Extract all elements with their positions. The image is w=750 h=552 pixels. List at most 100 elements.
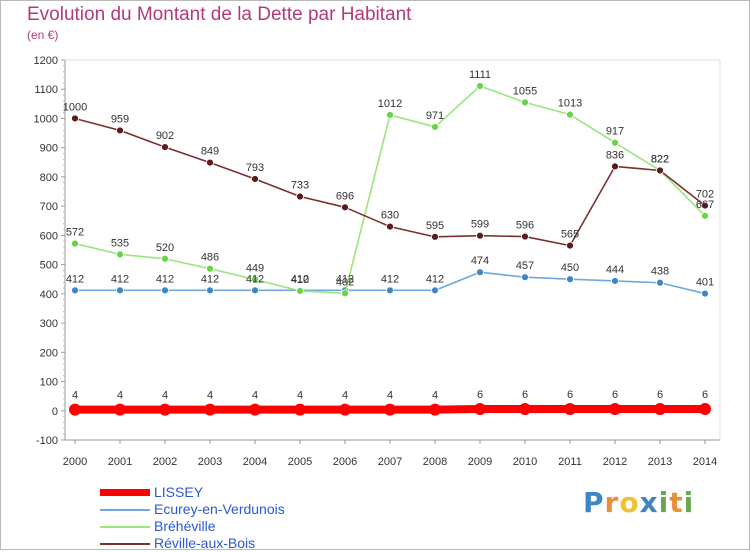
series-3-point (296, 192, 304, 201)
series-2-data-label: 572 (66, 227, 84, 239)
series-3-data-label: 793 (246, 162, 264, 174)
series-3-data-label: 733 (291, 180, 309, 192)
series-2-point (521, 98, 529, 107)
series-2-point (611, 138, 619, 147)
x-tick-label: 2012 (603, 456, 627, 468)
y-tick-label: 400 (40, 289, 58, 301)
series-1-data-label: 444 (606, 264, 624, 276)
series-1-data-label: 412 (426, 273, 444, 285)
series-3-point (701, 201, 709, 210)
x-tick-label: 2007 (378, 456, 402, 468)
series-0-data-label: 4 (387, 390, 393, 402)
series-1-data-label: 412 (336, 273, 354, 285)
series-3-point (116, 126, 124, 135)
legend-label-reville: Réville-aux-Bois (154, 535, 256, 551)
series-3-data-label: 702 (696, 189, 714, 201)
series-2-data-label: 971 (426, 110, 444, 122)
series-3-point (431, 232, 439, 241)
series-2-point (476, 82, 484, 90)
series-3-point (386, 222, 394, 231)
series-3-data-label: 696 (336, 190, 354, 202)
series-1-point (566, 275, 574, 284)
x-tick-label: 2011 (558, 456, 582, 468)
logo-letter: o (619, 486, 640, 519)
series-1-point (701, 289, 709, 298)
series-0-point (204, 403, 216, 416)
series-3-point (206, 158, 214, 167)
series-1-point (71, 286, 79, 295)
series-0-data-label: 6 (657, 389, 663, 401)
series-0-point (474, 403, 486, 416)
series-0-point (114, 403, 126, 416)
y-tick-label: 100 (40, 377, 58, 389)
series-2-data-label: 486 (201, 252, 219, 264)
series-0-point (249, 403, 261, 416)
series-2-point (206, 264, 214, 273)
proxiti-logo: Proxiti (583, 486, 694, 519)
series-0-data-label: 4 (72, 390, 78, 402)
series-2-data-label: 535 (111, 237, 129, 249)
series-0-data-label: 6 (477, 389, 483, 401)
series-1-data-label: 457 (516, 260, 534, 272)
legend-swatch-reville (100, 543, 150, 545)
series-0-point (384, 403, 396, 416)
series-2-data-label: 410 (291, 274, 309, 286)
series-3-point (656, 166, 664, 175)
x-tick-label: 2005 (288, 456, 312, 468)
series-3-point (251, 175, 259, 183)
x-tick-label: 2014 (693, 456, 717, 468)
series-1-point (161, 286, 169, 295)
legend-swatch-ecurey (100, 509, 150, 511)
legend-swatch-breheville (100, 526, 150, 528)
x-tick-label: 2003 (198, 456, 222, 468)
series-1-data-label: 412 (381, 273, 399, 285)
y-tick-label: 1000 (34, 113, 58, 125)
series-1-point (431, 286, 439, 295)
series-2-point (341, 289, 349, 298)
series-0-data-label: 4 (432, 390, 438, 402)
series-3-data-label: 630 (381, 210, 399, 222)
series-2-data-label: 449 (246, 263, 264, 275)
y-tick-label: 300 (40, 318, 58, 330)
series-2-point (71, 239, 79, 248)
logo-letter: x (639, 486, 659, 519)
series-1-data-label: 412 (111, 273, 129, 285)
series-0-data-label: 6 (567, 389, 573, 401)
series-0-data-label: 6 (702, 389, 708, 401)
series-1-data-label: 412 (201, 273, 219, 285)
y-tick-label: 700 (40, 201, 58, 213)
y-tick-label: 1100 (34, 84, 58, 96)
x-tick-label: 2002 (153, 456, 177, 468)
series-0-point (429, 403, 441, 416)
series-2-point (161, 254, 169, 263)
series-1-point (611, 277, 619, 285)
series-3-point (341, 203, 349, 212)
chart-subtitle: (en €) (27, 28, 59, 42)
series-2-data-label: 667 (696, 199, 714, 211)
series-3-data-label: 836 (606, 149, 624, 161)
series-1-data-label: 450 (561, 262, 579, 274)
series-0-point (519, 403, 531, 416)
series-3-data-label: 1000 (63, 101, 87, 113)
series-3-data-label: 959 (111, 113, 129, 125)
series-1-data-label: 412 (156, 273, 174, 285)
series-1-data-label: 412 (66, 273, 84, 285)
series-2-point (701, 211, 709, 220)
y-tick-label: 1200 (34, 55, 58, 67)
series-3-data-label: 596 (516, 220, 534, 232)
series-2-data-label: 1111 (469, 69, 491, 81)
series-2-point (566, 110, 574, 119)
series-2-data-label: 917 (606, 126, 624, 138)
series-2-point (116, 250, 124, 259)
series-0-data-label: 4 (162, 390, 168, 402)
y-tick-label: 800 (40, 172, 58, 184)
logo-letter: i (683, 486, 695, 519)
series-0-point (564, 403, 576, 416)
legend-label-breheville: Bréhéville (154, 518, 216, 534)
line-chart: -100 0 100 200 300 400 500 600 700 800 900 1000 1100… (34, 55, 721, 468)
series-3-point (161, 143, 169, 152)
series-1-point (206, 286, 214, 295)
chart-title: Evolution du Montant de la Dette par Hab… (27, 4, 412, 25)
series-1-point (386, 286, 394, 295)
